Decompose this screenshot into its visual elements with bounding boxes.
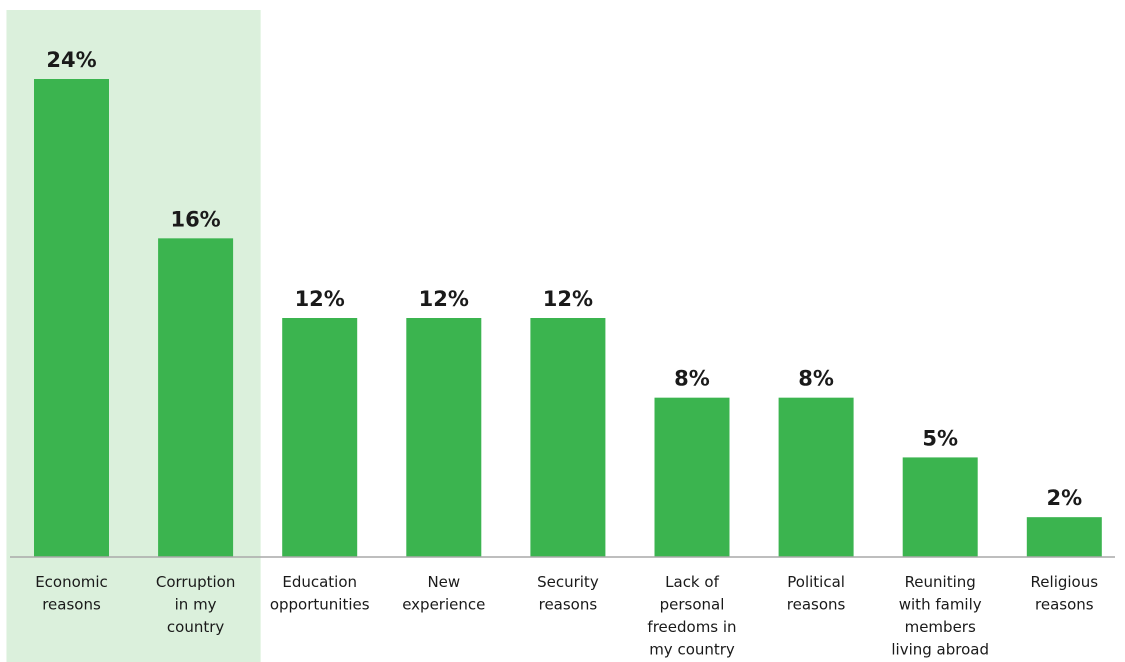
category-label-1: Corruption in my country — [156, 573, 235, 636]
value-label-4: 12% — [543, 287, 593, 311]
value-label-2: 12% — [295, 287, 345, 311]
category-label-line: Corruption — [156, 573, 235, 591]
category-label-line: reasons — [42, 596, 101, 614]
value-label-3: 12% — [419, 287, 469, 311]
category-label-line: my country — [649, 641, 735, 659]
category-label-line: in my — [175, 596, 217, 614]
category-label-5: Lack of personal freedoms in my country — [647, 573, 736, 659]
bar-7 — [902, 457, 978, 557]
category-label-line: with family — [899, 596, 982, 614]
category-label-line: living abroad — [891, 641, 989, 659]
bars-layer — [34, 79, 1102, 558]
value-label-0: 24% — [46, 48, 96, 72]
value-label-8: 2% — [1046, 486, 1082, 510]
category-label-3: New experience — [402, 573, 485, 614]
value-label-7: 5% — [922, 426, 958, 450]
category-label-line: Education — [282, 573, 357, 591]
bar-3 — [406, 318, 482, 557]
category-label-line: opportunities — [270, 596, 370, 614]
category-label-7: Reuniting with family members living abroad — [891, 573, 989, 659]
category-label-line: reasons — [539, 596, 598, 614]
bar-1 — [158, 238, 234, 558]
bar-0 — [34, 79, 109, 557]
category-label-6: Political reasons — [787, 573, 846, 614]
bar-6 — [778, 397, 854, 557]
category-label-line: experience — [402, 596, 485, 614]
category-label-line: reasons — [787, 596, 846, 614]
value-label-5: 8% — [674, 367, 710, 391]
category-label-line: Security — [537, 573, 599, 591]
value-labels-layer: 24% 16% 12% 12% 12% 8% 8% 5% 2% — [46, 48, 1082, 510]
value-label-6: 8% — [798, 367, 834, 391]
bar-5 — [654, 397, 730, 557]
category-label-line: Reuniting — [905, 573, 976, 591]
category-label-line: New — [427, 573, 460, 591]
category-label-line: Political — [787, 573, 845, 591]
category-label-2: Education opportunities — [270, 573, 370, 614]
category-label-line: country — [167, 618, 224, 636]
category-label-8: Religious reasons — [1031, 573, 1099, 614]
category-label-line: Economic — [35, 573, 108, 591]
category-label-4: Security reasons — [537, 573, 599, 614]
bar-4 — [530, 318, 606, 557]
category-label-line: members — [905, 618, 976, 636]
category-label-line: personal — [660, 596, 725, 614]
bar-8 — [1026, 517, 1102, 557]
category-label-line: Religious — [1031, 573, 1099, 591]
category-label-line: freedoms in — [647, 618, 736, 636]
category-label-line: Lack of — [665, 573, 719, 591]
category-label-line: reasons — [1035, 596, 1094, 614]
value-label-1: 16% — [170, 207, 220, 231]
category-label-0: Economic reasons — [35, 573, 108, 614]
category-labels-layer: Economic reasons Corruption in my country Edu… — [35, 573, 1098, 659]
bar-2 — [282, 318, 358, 557]
